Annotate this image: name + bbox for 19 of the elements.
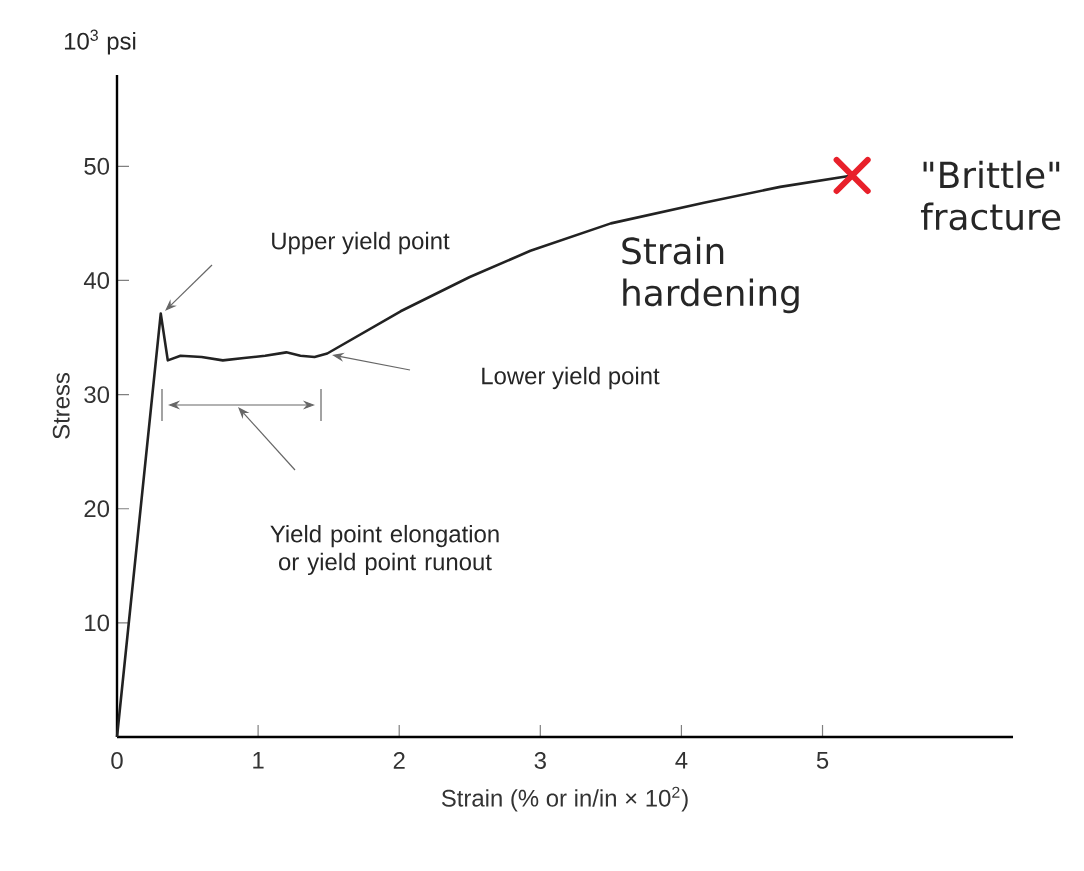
annotation: "Brittle" fracture (920, 160, 1061, 231)
y-tick-label: 30 (84, 386, 110, 404)
x-tick-label: 0 (111, 752, 123, 769)
y-axis-title: Stress (52, 372, 70, 439)
x-tick-label: 5 (816, 752, 829, 769)
annotation: Yield point elongation or yield point runout (270, 524, 499, 576)
y-tick-label: 40 (83, 272, 110, 289)
x-axis-title: Strain (% or in/in × 10$^{2}$) (441, 786, 688, 812)
annotation: Strain hardening (622, 236, 799, 314)
x-tick-label: 4 (675, 752, 688, 769)
text: 10$^{3}$ psi (64, 29, 136, 55)
x-tick-label: 2 (393, 752, 405, 769)
x-tick-label: 1 (253, 752, 264, 769)
y-tick-label: 20 (84, 500, 110, 518)
annotation: Upper yield point (272, 231, 450, 255)
y-tick-label: 10 (85, 614, 110, 632)
annotation: Lower yield point (482, 366, 660, 390)
y-tick-label: 50 (84, 157, 110, 175)
x-tick-label: 3 (534, 752, 546, 769)
